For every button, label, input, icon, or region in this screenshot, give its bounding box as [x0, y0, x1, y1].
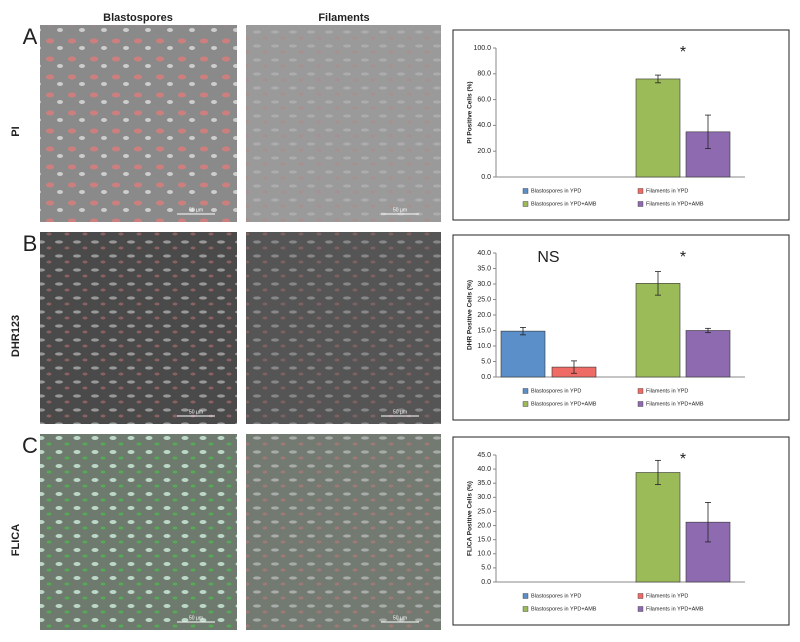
bar: [635, 78, 681, 178]
panel-letter: C: [22, 433, 38, 458]
legend-label: Blastospores in YPD: [531, 388, 581, 394]
bar: [685, 330, 731, 378]
chart-frame: [452, 436, 790, 626]
y-tick-label: 40.0: [477, 250, 491, 257]
y-tick-label: 30.0: [477, 494, 491, 501]
y-tick-label: 20.0: [477, 522, 491, 529]
error-bar: [655, 271, 661, 296]
legend-label: Blastospores in YPD+AMB: [531, 606, 597, 612]
legend-swatch: [637, 201, 644, 207]
error-bar: [705, 114, 711, 150]
y-tick-label: 80.0: [477, 71, 491, 78]
y-axis-label: FLICA Positive Cells (%): [467, 481, 474, 556]
y-axis-label: PI Positive Cells (%): [467, 81, 474, 143]
legend-label: Filaments in YPD+AMB: [646, 401, 704, 407]
legend-label: Filaments in YPD: [646, 188, 688, 194]
annotation: *: [680, 44, 686, 61]
legend-swatch: [637, 188, 644, 194]
y-tick-label: 100.0: [473, 45, 491, 52]
y-tick-label: 45.0: [477, 452, 491, 459]
y-tick-label: 60.0: [477, 96, 491, 103]
microscopy-images: [40, 25, 441, 630]
annotation: *: [680, 249, 686, 266]
row-label: FLICA: [10, 524, 22, 556]
legend-label: Filaments in YPD+AMB: [646, 201, 704, 207]
legend-swatch: [522, 401, 529, 407]
error-bar: [520, 326, 526, 336]
legend-label: Blastospores in YPD+AMB: [531, 201, 597, 207]
y-tick-label: 10.0: [477, 343, 491, 350]
y-tick-label: 20.0: [477, 148, 491, 155]
bar: [635, 472, 681, 583]
annotation: NS: [537, 249, 559, 266]
legend-label: Blastospores in YPD: [531, 188, 581, 194]
chart-frame: [452, 29, 790, 221]
panel-letter: A: [23, 24, 38, 49]
y-tick-label: 30.0: [477, 281, 491, 288]
scale-bar-label: 50 µm: [393, 615, 407, 621]
legend-label: Blastospores in YPD+AMB: [531, 401, 597, 407]
annotation: *: [680, 451, 686, 468]
legend-swatch: [637, 606, 644, 612]
y-tick-label: 0.0: [481, 579, 491, 586]
column-header: Blastospores: [103, 12, 173, 24]
chart-frame: [452, 234, 790, 421]
y-axis-label: DHR Positive Cells (%): [467, 280, 474, 350]
legend-swatch: [637, 388, 644, 394]
error-bar: [655, 459, 661, 486]
row-label: PI: [10, 126, 22, 136]
y-tick-label: 35.0: [477, 480, 491, 487]
legend-swatch: [522, 388, 529, 394]
legend-swatch: [522, 201, 529, 207]
legend-label: Filaments in YPD+AMB: [646, 606, 704, 612]
legend-swatch: [637, 593, 644, 599]
column-header: Filaments: [318, 12, 369, 24]
bar: [500, 330, 546, 378]
y-tick-label: 15.0: [477, 327, 491, 334]
scale-bar-label: 50 µm: [393, 207, 407, 213]
y-tick-label: 40.0: [477, 466, 491, 473]
y-tick-label: 25.0: [477, 296, 491, 303]
y-tick-label: 5.0: [481, 565, 491, 572]
scale-bar-label: 50 µm: [189, 207, 203, 213]
y-tick-label: 0.0: [481, 174, 491, 181]
scale-bar-label: 50 µm: [189, 615, 203, 621]
legend-swatch: [522, 593, 529, 599]
y-tick-label: 40.0: [477, 122, 491, 129]
bar: [635, 283, 681, 378]
error-bar: [705, 502, 711, 543]
error-bar: [705, 327, 711, 334]
y-tick-label: 15.0: [477, 537, 491, 544]
error-bar: [571, 360, 577, 374]
row-label: DHR123: [10, 315, 22, 357]
legend-label: Blastospores in YPD: [531, 593, 581, 599]
legend-swatch: [522, 606, 529, 612]
panel-letter: B: [23, 231, 38, 256]
legend-label: Filaments in YPD: [646, 388, 688, 394]
legend-swatch: [522, 188, 529, 194]
y-tick-label: 5.0: [481, 358, 491, 365]
legend-swatch: [637, 401, 644, 407]
y-tick-label: 35.0: [477, 265, 491, 272]
scale-bar-label: 50 µm: [189, 409, 203, 415]
y-tick-label: 25.0: [477, 508, 491, 515]
y-tick-label: 20.0: [477, 312, 491, 319]
y-tick-label: 0.0: [481, 374, 491, 381]
legend-label: Filaments in YPD: [646, 593, 688, 599]
error-bar: [655, 74, 661, 84]
y-tick-label: 10.0: [477, 551, 491, 558]
scale-bar-label: 50 µm: [393, 409, 407, 415]
